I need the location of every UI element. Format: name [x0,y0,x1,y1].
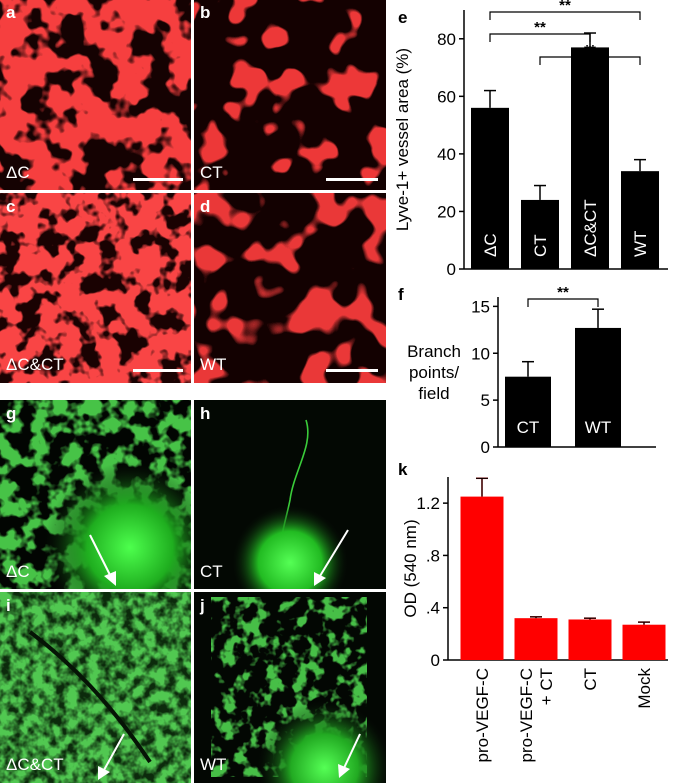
y-tick-label: 15 [471,297,490,316]
bar [521,199,559,269]
micro-panel-j [194,592,386,783]
y-tick-label: .4 [426,599,440,618]
condition-label-a: ΔC [6,163,30,182]
vessel-image-d [194,193,386,383]
y-tick-label: .8 [426,546,440,565]
vessel-image-a [0,0,191,190]
arrow-icon-i [98,733,125,780]
significance-bracket [539,56,641,65]
significance-label: ** [534,19,546,36]
significance-label: ** [557,285,569,301]
scale-bar-a [133,178,183,181]
bar [471,107,509,269]
panel-letter-f: f [398,285,404,304]
bar [571,47,609,270]
y-tick-label: 0 [447,260,456,279]
panel-letter-h: h [200,404,211,423]
arrow-icon-j [338,733,361,778]
panel-letter-b: b [200,3,211,22]
category-label: CT [517,418,540,437]
chart-od-540: 0.4.81.2OD (540 nm)pro-VEGF-C pro-VEGF-C +… [401,477,668,762]
y-axis-label-line: points/ [409,363,459,382]
y-tick-label: 60 [437,87,456,106]
condition-label-i: ΔC&CT [6,755,64,774]
panel-letter-e: e [398,8,408,27]
micro-panel-g [0,400,191,589]
panel-letter-a: a [6,3,16,22]
category-label: pro-VEGF-C [517,668,536,762]
category-label: WT [585,418,611,437]
panel-letter-g: g [6,404,17,423]
y-tick-label: 1.2 [416,494,440,513]
nerve-image-g [0,400,191,589]
bar [568,619,612,660]
bar [621,171,659,269]
bar [575,327,621,447]
bar [505,376,551,447]
y-tick-label: 0 [481,438,490,455]
category-label: ΔC [481,233,500,257]
condition-label-b: CT [200,163,223,182]
category-label: pro-VEGF-C [473,668,492,762]
y-axis-label-line: field [418,384,449,403]
category-label: ΔC&CT [581,199,600,257]
condition-label-j: WT [200,755,227,774]
arrow-icon-h [314,529,349,586]
micro-panel-i [0,592,191,783]
y-tick-label: 5 [481,391,490,410]
condition-label-d: WT [200,355,227,374]
nerve-image-i [0,592,191,783]
chart-lyve1-vessel-area: 0 20 40 60 80 Lyve-1+ vessel area (%) ΔC CT ΔC&C… [393,0,668,279]
condition-label-c: ΔC&CT [6,355,64,374]
micro-panel-c [0,193,191,383]
micro-panel-d [194,193,386,383]
panel-letter-i: i [6,596,11,615]
significance-bracket [489,11,641,20]
panel-letter-k: k [398,460,408,479]
chart-branch-points: 0 5 10 15 Branch points/field CT WT ** [407,285,656,455]
arrow-icon-g [89,534,116,586]
scale-bar-b [326,178,378,181]
significance-bracket [489,33,591,42]
vessel-image-b [194,0,386,190]
category-label: CT [531,234,550,257]
panel-letter-c: c [6,197,16,216]
category-label: WT [631,231,650,257]
y-tick-label: 40 [437,145,456,164]
condition-label-h: CT [200,562,223,581]
vessel-image-c [0,193,191,383]
nerve-image-h [194,400,386,589]
bar [514,618,558,660]
y-tick-label: 80 [437,30,456,49]
y-tick-label: 0 [431,651,440,670]
panel-letter-d: d [200,197,211,216]
significance-label: ** [559,0,571,14]
category-label: Mock [635,668,654,709]
y-axis-label: Lyve-1+ vessel area (%) [393,48,412,231]
condition-label-g: ΔC [6,562,30,581]
micro-panel-a [0,0,191,190]
y-tick-label: 20 [437,202,456,221]
scale-bar-c [133,369,183,372]
significance-label: ** [584,42,596,59]
nerve-image-j [194,592,386,783]
bar [622,624,666,660]
category-label: + CT [537,668,556,705]
panel-letter-j: j [200,596,205,615]
micro-panel-b [194,0,386,190]
micro-panel-h [194,400,386,589]
scale-bar-d [326,369,378,372]
category-label: CT [581,668,600,691]
y-axis-label: OD (540 nm) [401,519,420,617]
bar [460,496,504,660]
significance-bracket [527,298,599,307]
y-tick-label: 10 [471,344,490,363]
y-axis-label-line: Branch [407,342,461,361]
